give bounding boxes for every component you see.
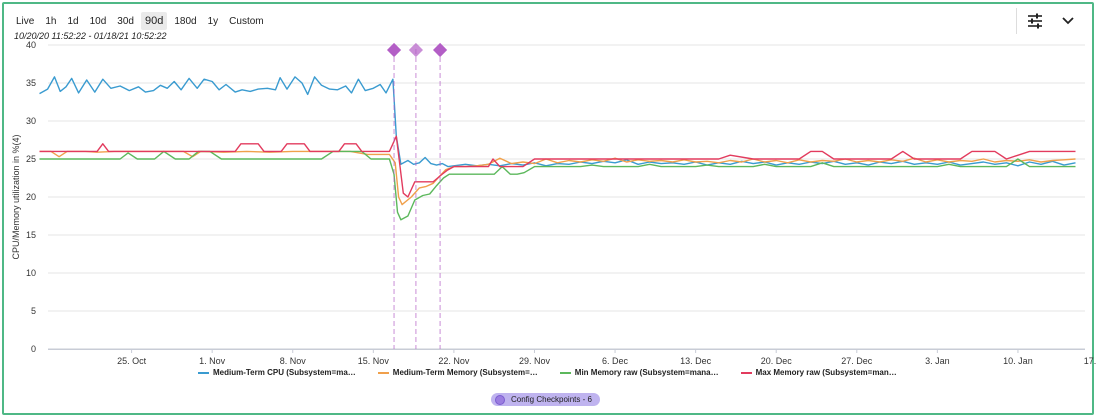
legend-swatch: [377, 371, 389, 374]
checkpoint-icon: [495, 394, 505, 405]
y-tick-label: 5: [31, 306, 36, 316]
range-button-90d[interactable]: 90d: [140, 12, 168, 30]
checkpoint-marker: [408, 42, 423, 58]
y-tick-label: 30: [26, 116, 36, 126]
range-button-1h[interactable]: 1h: [45, 15, 57, 27]
range-button-180d[interactable]: 180d: [174, 15, 197, 27]
x-tick-label: 15. Nov: [358, 356, 390, 366]
y-tick-label: 15: [26, 230, 36, 240]
toolbar-divider: [1016, 8, 1017, 34]
series-line-1: [39, 76, 1076, 168]
time-range-selector: Live 1h 1d 10d 30d 90d 180d 1y Custom: [12, 10, 271, 32]
range-button-10d[interactable]: 10d: [89, 15, 107, 27]
x-tick-label: 10. Jan: [1003, 356, 1033, 366]
legend-swatch: [740, 371, 752, 374]
checkpoint-marker: [386, 42, 402, 58]
y-axis-label: CPU/Memory utilization in %(4): [11, 134, 21, 259]
y-tick-label: 0: [31, 344, 36, 354]
x-tick-label: 17. Jan: [1084, 356, 1096, 366]
config-checkpoints-badge[interactable]: Config Checkpoints - 6: [491, 393, 600, 406]
legend-swatch: [559, 371, 571, 374]
chart-legend: Medium-Term CPU (Subsystem=ma… Medium-Ter…: [198, 368, 898, 377]
series-line-4: [39, 135, 1076, 198]
legend-label: Min Memory raw (Subsystem=mana…: [574, 368, 719, 377]
range-button-1d[interactable]: 1d: [67, 15, 79, 27]
legend-label: Medium-Term CPU (Subsystem=ma…: [213, 368, 356, 377]
x-tick-label: 3. Jan: [925, 356, 950, 366]
range-button-30d[interactable]: 30d: [117, 15, 134, 27]
legend-label: Max Memory raw (Subsystem=man…: [755, 368, 897, 377]
date-range-label: 10/20/20 11:52:22 - 01/18/21 10:52:22: [14, 31, 167, 41]
chevron-down-icon[interactable]: [1060, 12, 1076, 30]
x-tick-label: 6. Dec: [602, 356, 629, 366]
range-button-1y[interactable]: 1y: [207, 15, 219, 27]
range-button-custom[interactable]: Custom: [229, 15, 264, 27]
x-tick-label: 20. Dec: [761, 356, 793, 366]
range-button-live[interactable]: Live: [16, 15, 35, 27]
x-tick-label: 1. Nov: [199, 356, 226, 366]
x-tick-label: 25. Oct: [117, 356, 147, 366]
y-tick-label: 40: [26, 40, 36, 50]
x-tick-label: 22. Nov: [438, 356, 470, 366]
legend-item-3[interactable]: Min Memory raw (Subsystem=mana…: [559, 368, 719, 377]
legend-item-2[interactable]: Medium-Term Memory (Subsystem=…: [377, 368, 538, 377]
legend-item-4[interactable]: Max Memory raw (Subsystem=man…: [740, 368, 897, 377]
legend-label: Medium-Term Memory (Subsystem=…: [392, 368, 538, 377]
y-tick-label: 20: [26, 192, 36, 202]
y-tick-label: 10: [26, 268, 36, 278]
legend-item-1[interactable]: Medium-Term CPU (Subsystem=ma…: [198, 368, 356, 377]
legend-swatch: [198, 371, 209, 374]
config-checkpoints-label: Config Checkpoints - 6: [511, 395, 592, 404]
checkpoint-marker: [433, 42, 448, 58]
y-tick-label: 25: [26, 154, 36, 164]
tune-sliders-icon[interactable]: [1026, 12, 1044, 30]
y-tick-label: 35: [26, 78, 36, 88]
x-tick-label: 13. Dec: [680, 356, 712, 366]
x-tick-label: 8. Nov: [280, 356, 307, 366]
x-tick-label: 27. Dec: [841, 356, 873, 366]
x-tick-label: 29. Nov: [519, 356, 551, 366]
series-line-3: [39, 150, 1076, 221]
